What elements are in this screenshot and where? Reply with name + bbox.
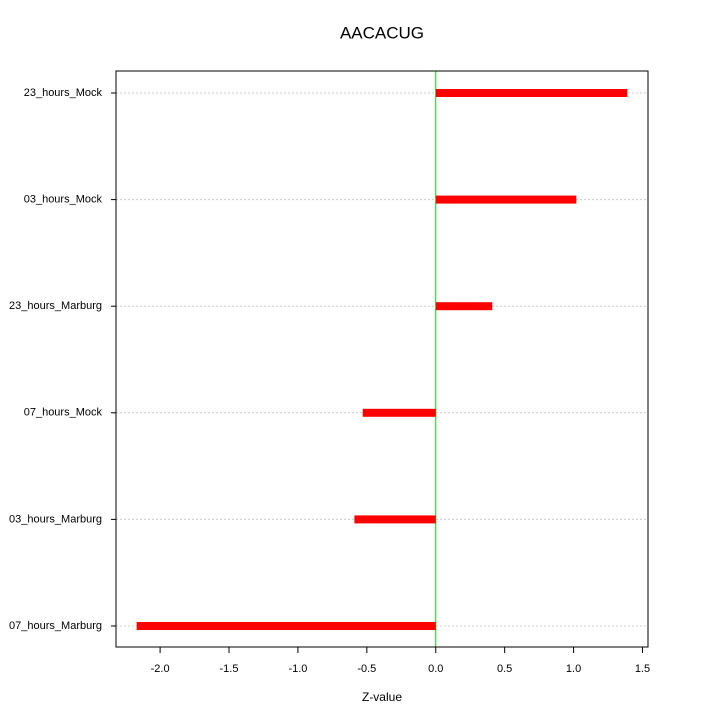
x-tick-label: 0.0: [428, 663, 443, 675]
y-tick-label: 03_hours_Mock: [24, 194, 103, 206]
bar: [354, 515, 436, 524]
y-tick-label: 23_hours_Mock: [24, 87, 103, 99]
x-tick-label: -2.0: [151, 663, 170, 675]
y-tick-label: 23_hours_Marburg: [9, 300, 102, 312]
x-axis-title: Z-value: [362, 690, 402, 704]
plot-frame: [115, 70, 649, 648]
x-tick-label: -1.0: [288, 663, 307, 675]
y-tick-label: 03_hours_Marburg: [9, 513, 102, 525]
y-tick-label: 07_hours_Mock: [24, 407, 103, 419]
x-tick-label: -0.5: [357, 663, 376, 675]
x-tick-label: -1.5: [220, 663, 239, 675]
y-tick-label: 07_hours_Marburg: [9, 620, 102, 632]
bar: [435, 302, 493, 311]
x-tick-label: 1.0: [566, 663, 581, 675]
bar: [136, 622, 436, 630]
bar: [362, 408, 436, 417]
bar: [435, 195, 577, 204]
x-tick-label: 1.5: [635, 663, 650, 675]
chart-title: AACACUG: [340, 23, 424, 42]
x-tick-label: 0.5: [497, 663, 512, 675]
bar: [435, 89, 628, 97]
